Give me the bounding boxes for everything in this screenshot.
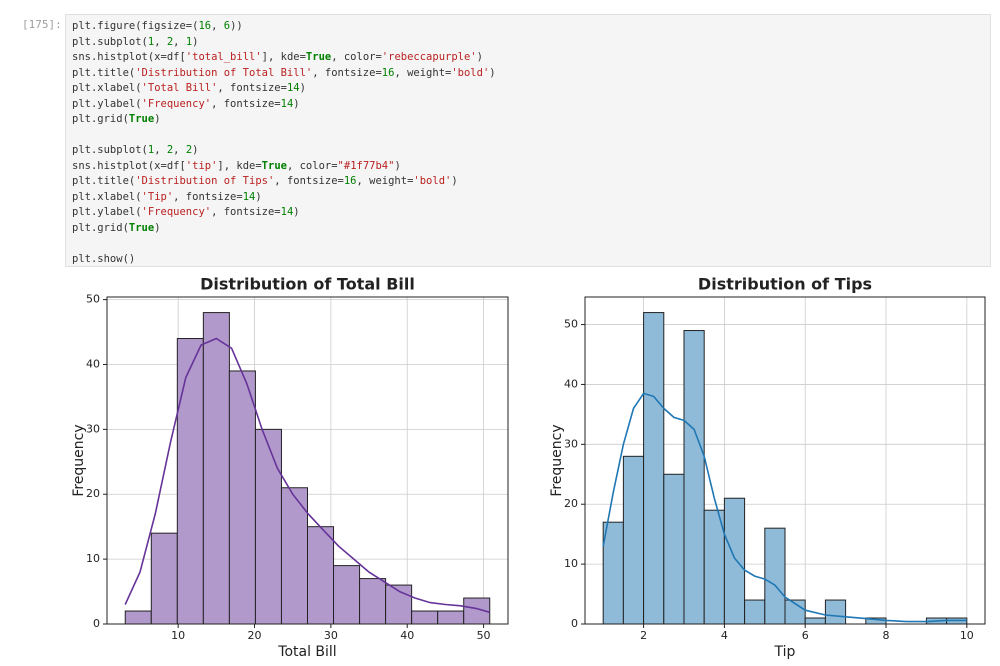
y-tick-label: 50 <box>564 318 578 331</box>
histogram-bar <box>437 610 465 625</box>
y-tick-label: 10 <box>564 557 578 570</box>
histogram-bar <box>622 455 645 625</box>
code-line: plt.figure(figsize=(16, 6)) <box>72 20 243 32</box>
y-tick-label: 30 <box>564 437 578 450</box>
x-tick-label: 8 <box>883 629 890 642</box>
code-line: plt.subplot(1, 2, 2) <box>72 144 199 156</box>
y-tick-label: 0 <box>571 617 578 630</box>
code-line: plt.grid(True) <box>72 221 161 234</box>
kde-line <box>602 392 967 623</box>
code-block: plt.subplot(1, 2, 2) sns.histplot(x=df['t… <box>72 143 984 236</box>
x-axis-label: Tip <box>774 644 796 660</box>
chart-title: Distribution of Tips <box>698 275 872 294</box>
histogram-bar <box>228 370 256 625</box>
histogram-bar <box>744 599 766 625</box>
x-tick-label: 30 <box>324 629 338 642</box>
code-line: plt.subplot(1, 2, 1) <box>72 35 199 48</box>
histogram-bar <box>602 521 624 625</box>
histogram-bar <box>411 610 439 625</box>
code-line: plt.show() <box>72 252 136 265</box>
code-line: plt.ylabel('Frequency', fontsize=14) <box>72 97 300 110</box>
y-tick-label: 20 <box>86 487 100 500</box>
x-tick-label: 2 <box>640 629 647 642</box>
histogram-bar <box>307 526 335 625</box>
x-tick-label: 4 <box>721 629 728 642</box>
cell-prompt: [175]: <box>22 18 62 31</box>
x-tick-label: 10 <box>960 629 974 642</box>
histogram-bar <box>723 497 746 625</box>
y-tick-label: 10 <box>86 552 100 565</box>
kde-line <box>124 337 491 614</box>
histogram-bar <box>703 509 725 625</box>
y-tick-label: 40 <box>564 377 578 390</box>
code-block: plt.figure(figsize=(16, 6)) plt.subplot(1… <box>72 19 984 128</box>
code-line: plt.xlabel('Total Bill', fontsize=14) <box>72 82 306 94</box>
y-tick-label: 40 <box>86 357 100 370</box>
axes-frame <box>106 296 509 625</box>
histogram-bar <box>663 473 685 625</box>
y-tick-label: 50 <box>86 293 100 306</box>
y-axis-label: Frequency <box>549 424 565 496</box>
histogram-bar <box>683 330 705 625</box>
code-line: plt.title('Distribution of Total Bill', … <box>72 66 496 79</box>
code-block: plt.show() <box>72 252 984 268</box>
histogram-bar <box>643 312 665 625</box>
y-tick-label: 0 <box>93 617 100 630</box>
code-line: plt.ylabel('Frequency', fontsize=14) <box>72 206 300 218</box>
chart-title: Distribution of Total Bill <box>200 275 415 294</box>
histogram-bar <box>359 578 387 625</box>
histogram-bar <box>333 565 361 625</box>
x-axis-label: Total Bill <box>277 644 336 660</box>
histogram-bar <box>804 617 826 625</box>
x-tick-label: 6 <box>802 629 809 642</box>
histogram-bar <box>150 532 178 625</box>
y-tick-label: 20 <box>564 497 578 510</box>
histogram-bar <box>176 338 204 625</box>
histogram-bar <box>124 610 152 625</box>
code-line: plt.title('Distribution of Tips', fontsi… <box>72 175 458 187</box>
code-line: sns.histplot(x=df['total_bill'], kde=Tru… <box>72 51 483 63</box>
code-line: plt.xlabel('Tip', fontsize=14) <box>72 190 262 203</box>
x-tick-label: 20 <box>248 629 262 642</box>
code-cell[interactable]: plt.figure(figsize=(16, 6)) plt.subplot(1… <box>65 14 991 267</box>
y-tick-label: 30 <box>86 422 100 435</box>
histogram-bar <box>254 428 282 625</box>
axes-frame <box>584 296 986 625</box>
x-tick-label: 40 <box>400 629 414 642</box>
x-tick-label: 10 <box>171 629 185 642</box>
histogram-bar <box>764 527 786 625</box>
y-axis-label: Frequency <box>71 424 87 496</box>
histogram-bar <box>824 599 847 625</box>
code-line: plt.grid(True) <box>72 113 161 125</box>
code-line: sns.histplot(x=df['tip'], kde=True, colo… <box>72 159 401 172</box>
histogram-bar <box>202 312 230 625</box>
x-tick-label: 50 <box>477 629 491 642</box>
histogram-bar <box>280 487 309 625</box>
